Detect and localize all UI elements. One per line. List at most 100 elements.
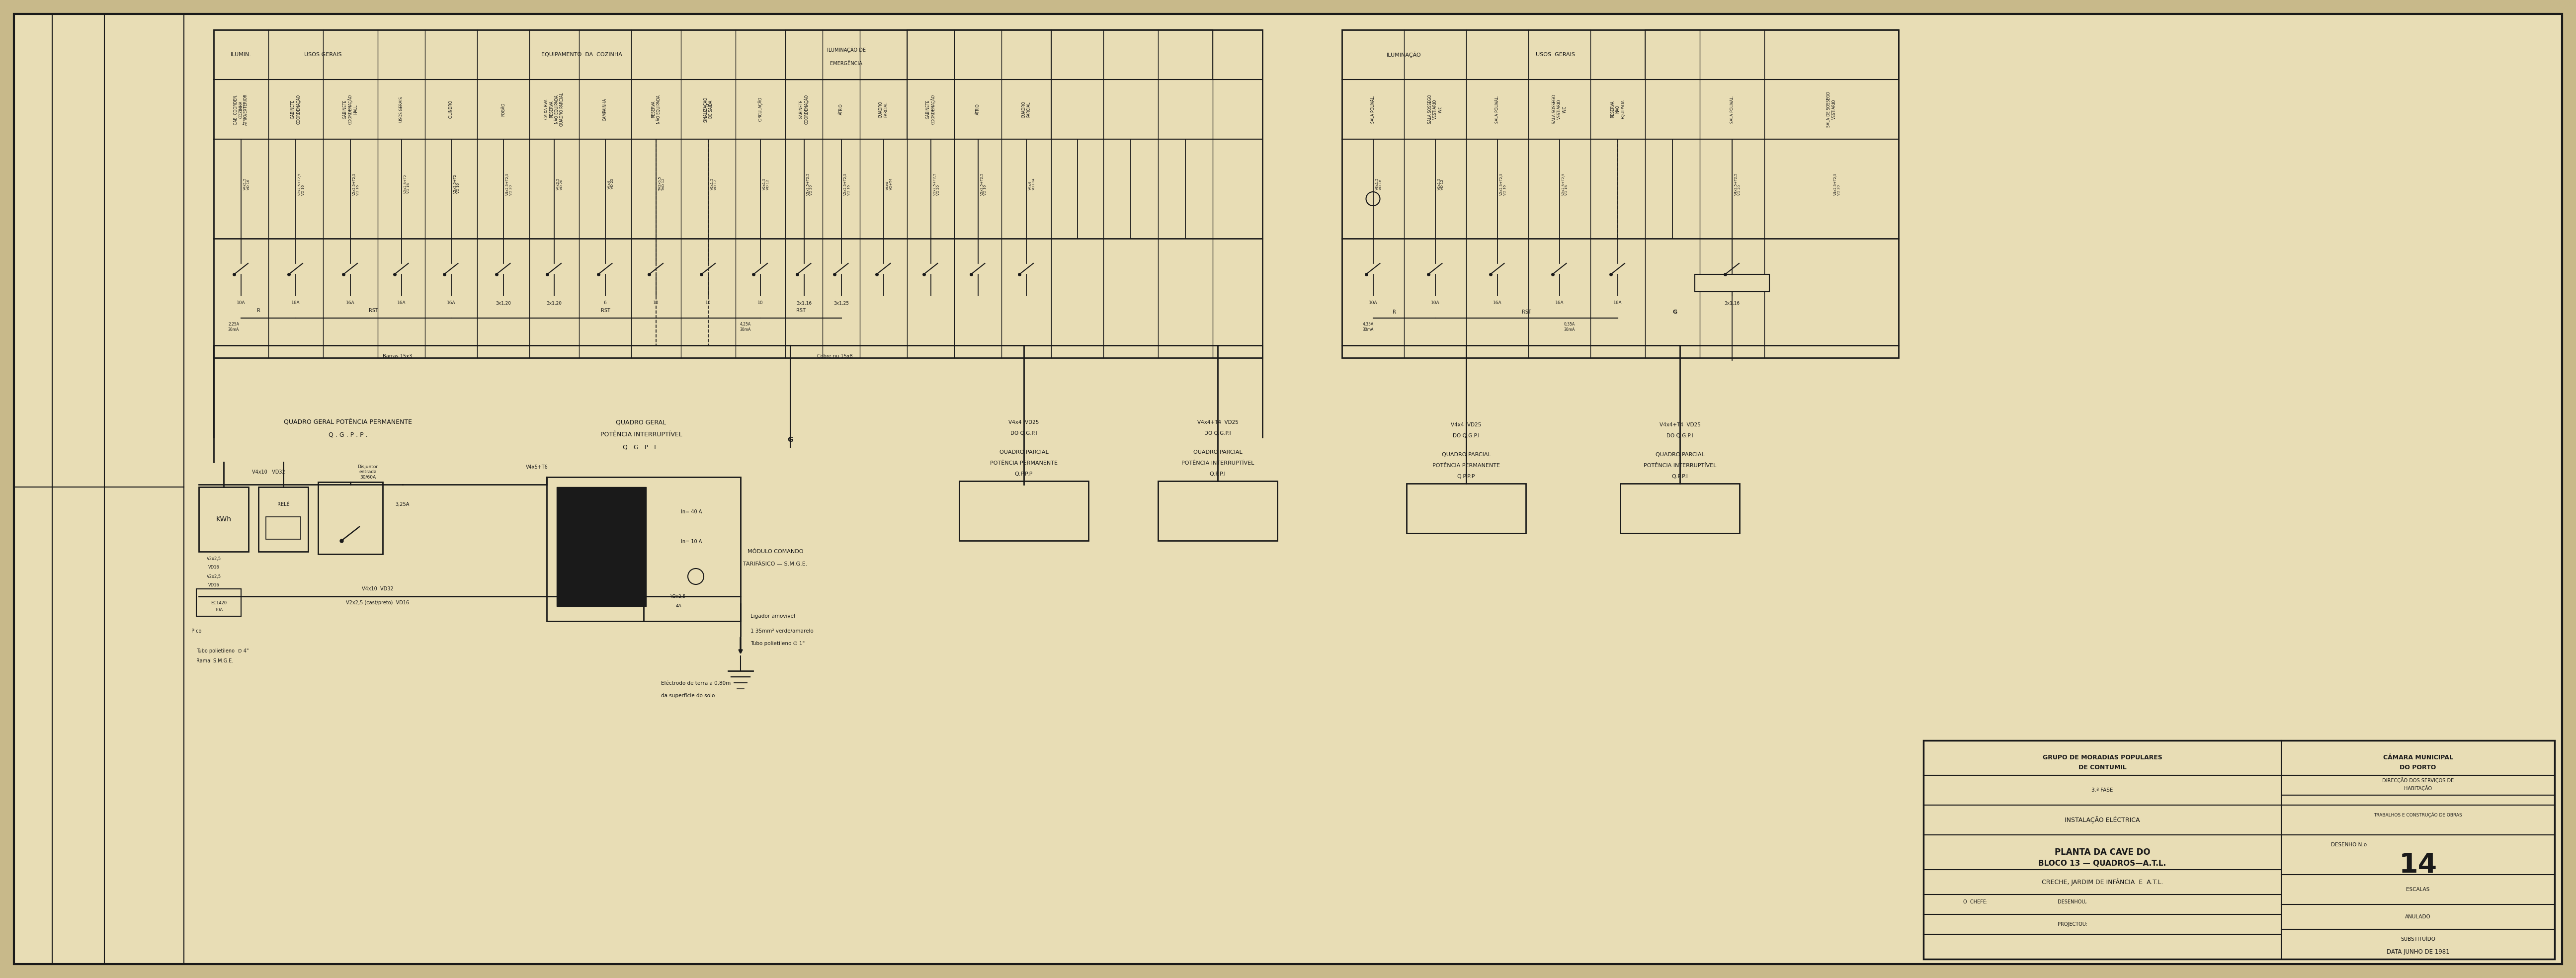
Text: SUBSTITUÍDO: SUBSTITUÍDO: [2401, 937, 2434, 942]
Text: 4,35A
30mA: 4,35A 30mA: [1363, 322, 1373, 332]
Text: POTÊNCIA PERMANENTE: POTÊNCIA PERMANENTE: [1432, 464, 1499, 468]
Text: RST: RST: [368, 308, 379, 313]
Text: 0,35A
30mA: 0,35A 30mA: [1564, 322, 1574, 332]
Bar: [1646, 29, 1899, 79]
Text: CRECHE, JARDIM DE INFÂNCIA  E  A.T.L.: CRECHE, JARDIM DE INFÂNCIA E A.T.L.: [2043, 878, 2164, 886]
Bar: [1695, 274, 1770, 291]
Bar: [958, 481, 1090, 541]
Text: V4x4
VD+T4: V4x4 VD+T4: [1028, 178, 1036, 190]
Text: TARIFÁSICO — S.M.G.E.: TARIFÁSICO — S.M.G.E.: [744, 561, 806, 566]
Bar: [196, 589, 242, 616]
Text: PLANTA DA CAVE DO: PLANTA DA CAVE DO: [2056, 848, 2151, 857]
Text: TRABALHOS E CONSTRUÇÃO DE OBRAS: TRABALHOS E CONSTRUÇÃO DE OBRAS: [2372, 813, 2463, 818]
Text: V2x2,5+T2,5
VD 16: V2x2,5+T2,5 VD 16: [1499, 172, 1507, 196]
Text: PROJECTOU:: PROJECTOU:: [2058, 922, 2087, 927]
Text: QUADRO PARCIAL: QUADRO PARCIAL: [1193, 450, 1242, 455]
Text: SALA POLIVAL.: SALA POLIVAL.: [1494, 96, 1499, 123]
Text: 4A: 4A: [675, 604, 680, 608]
Text: 16A: 16A: [345, 301, 355, 305]
Text: QUADRO GERAL POTÊNCIA PERMANENTE: QUADRO GERAL POTÊNCIA PERMANENTE: [283, 420, 412, 425]
Text: Q . G . P . P .: Q . G . P . P .: [327, 431, 368, 438]
Text: RST: RST: [600, 308, 611, 313]
Text: V4x2,5
VD 20: V4x2,5 VD 20: [556, 178, 564, 190]
Text: SALA SOSSEGO
VESTIÁRIO
W.C: SALA SOSSEGO VESTIÁRIO W.C: [1427, 95, 1443, 124]
Text: Q.P.P.P: Q.P.P.P: [1458, 474, 1476, 479]
Text: BLOCO 13 — QUADROS—A.T.L.: BLOCO 13 — QUADROS—A.T.L.: [2038, 860, 2166, 867]
Text: Ramal S.M.G.E.: Ramal S.M.G.E.: [196, 658, 234, 663]
Text: DE CONTUMIL: DE CONTUMIL: [2079, 764, 2125, 771]
Text: DIRECÇÃO DOS SERVIÇOS DE: DIRECÇÃO DOS SERVIÇOS DE: [2383, 778, 2455, 783]
Text: Q.P.P.I: Q.P.P.I: [1211, 471, 1226, 476]
Text: V2x2,5+T2
VD 16: V2x2,5+T2 VD 16: [404, 174, 410, 194]
Text: V2x1,5
VD 12: V2x1,5 VD 12: [1437, 178, 1445, 190]
Text: V4x2,5+T2,5
VD 20: V4x2,5+T2,5 VD 20: [505, 172, 513, 196]
Text: V2x2,5+T2,5
VD 16: V2x2,5+T2,5 VD 16: [1561, 172, 1569, 196]
Text: GRUPO DE MORADIAS POPULARES: GRUPO DE MORADIAS POPULARES: [2043, 755, 2161, 761]
Text: Barras 15x3: Barras 15x3: [384, 354, 412, 359]
Text: V2x2,5: V2x2,5: [206, 574, 222, 579]
Text: POTÊNCIA INTERRUPTÍVEL: POTÊNCIA INTERRUPTÍVEL: [1643, 464, 1716, 468]
Text: In= 40 A: In= 40 A: [680, 510, 703, 514]
Text: Tubo polietileno  ∅ 4": Tubo polietileno ∅ 4": [196, 648, 250, 653]
Text: GABINETE
COORDENAÇÃO
HALL: GABINETE COORDENAÇÃO HALL: [343, 95, 358, 124]
Bar: [1051, 29, 1213, 79]
Text: 16A: 16A: [1556, 301, 1564, 305]
Bar: [198, 487, 247, 552]
Text: QUADRO
PARCIAL: QUADRO PARCIAL: [878, 101, 889, 117]
Text: POTÊNCIA INTERRUPTÍVEL: POTÊNCIA INTERRUPTÍVEL: [1182, 461, 1255, 466]
Bar: [214, 29, 1262, 358]
Text: G: G: [1672, 310, 1677, 315]
Text: V2x2,5+T2
VD 16: V2x2,5+T2 VD 16: [453, 174, 461, 194]
Text: POTÊNCIA INTERRUPTÍVEL: POTÊNCIA INTERRUPTÍVEL: [600, 431, 683, 438]
Text: DESENHOU,: DESENHOU,: [2058, 900, 2087, 905]
Text: V2x2,5+T2,5
VD 16: V2x2,5+T2,5 VD 16: [845, 172, 850, 196]
Text: SALA POLIVAL.: SALA POLIVAL.: [1370, 96, 1376, 123]
Text: 3x1,25: 3x1,25: [835, 301, 850, 305]
Text: 10A: 10A: [1368, 301, 1378, 305]
Text: V4x4  VD25: V4x4 VD25: [1450, 422, 1481, 427]
Text: R: R: [258, 308, 260, 313]
Text: 16A: 16A: [397, 301, 404, 305]
Text: Cobre nu 15x8: Cobre nu 15x8: [817, 354, 853, 359]
Text: DATA JUNHO DE 1981: DATA JUNHO DE 1981: [2385, 949, 2450, 955]
Text: Ligador amovivel: Ligador amovivel: [750, 614, 796, 619]
Text: QUADRO PARCIAL: QUADRO PARCIAL: [1443, 452, 1492, 457]
Bar: [258, 487, 309, 552]
Bar: [1924, 740, 2555, 959]
Text: 2,25A
30mA: 2,25A 30mA: [229, 322, 240, 332]
Text: V2x1,5
VD 12: V2x1,5 VD 12: [762, 178, 770, 190]
Text: MÓDULO COMANDO: MÓDULO COMANDO: [747, 549, 804, 555]
Text: Disjuntor
entrada
30/60A: Disjuntor entrada 30/60A: [358, 465, 379, 479]
Text: ILUMINAÇÃO: ILUMINAÇÃO: [1386, 52, 1422, 58]
Text: V3x2,5+T2,5
VD 20: V3x2,5+T2,5 VD 20: [933, 172, 940, 196]
Text: QUADRO PARCIAL: QUADRO PARCIAL: [1656, 452, 1705, 457]
Text: Tubo polietileno ∅ 1": Tubo polietileno ∅ 1": [750, 641, 804, 646]
Bar: [546, 477, 739, 621]
Text: FOGÃO: FOGÃO: [500, 103, 505, 116]
Text: 3x1,16: 3x1,16: [1723, 301, 1739, 305]
Text: 10: 10: [757, 301, 762, 305]
Text: 16A: 16A: [1613, 301, 1623, 305]
Text: USOS  GERAIS: USOS GERAIS: [1535, 52, 1577, 57]
Text: DO Q.G.P.I: DO Q.G.P.I: [1453, 433, 1479, 438]
Text: GABINETE
COORDENAÇÃO: GABINETE COORDENAÇÃO: [799, 95, 809, 124]
Text: 1 35mm² verde/amarelo: 1 35mm² verde/amarelo: [750, 629, 814, 634]
Text: ESCALAS: ESCALAS: [2406, 887, 2429, 892]
Text: ÁTRIO: ÁTRIO: [976, 104, 979, 115]
Text: RESERVA
NÃO EQUIPADA: RESERVA NÃO EQUIPADA: [652, 95, 662, 123]
Text: 3.ª FASE: 3.ª FASE: [2092, 787, 2112, 792]
Text: Q.P.P.P: Q.P.P.P: [1015, 471, 1033, 476]
Text: ILUMIN.: ILUMIN.: [232, 52, 252, 57]
Text: CAB. COORDEN.
COZINHA
ÁTRIO/EXTERIOR: CAB. COORDEN. COZINHA ÁTRIO/EXTERIOR: [234, 94, 247, 125]
Text: EC1420: EC1420: [211, 600, 227, 605]
Text: DO PORTO: DO PORTO: [2401, 764, 2437, 771]
Text: KWh: KWh: [216, 515, 232, 523]
Bar: [1342, 29, 1899, 358]
Text: QUADRO GERAL: QUADRO GERAL: [616, 420, 667, 425]
Text: HABITAÇÃO: HABITAÇÃO: [2403, 785, 2432, 791]
Text: RESERVA
NÃO
EQUIPADA: RESERVA NÃO EQUIPADA: [1610, 100, 1625, 119]
Text: CAIXA RVA
RESERVA
NÃO EQUIPADA
QUADRO PARCIAL: CAIXA RVA RESERVA NÃO EQUIPADA QUADRO PA…: [544, 93, 564, 126]
Text: POTÊNCIA PERMANENTE: POTÊNCIA PERMANENTE: [989, 461, 1059, 466]
Text: 10A: 10A: [237, 301, 245, 305]
Text: GABINETE
COORDENAÇÃO: GABINETE COORDENAÇÃO: [291, 95, 301, 124]
